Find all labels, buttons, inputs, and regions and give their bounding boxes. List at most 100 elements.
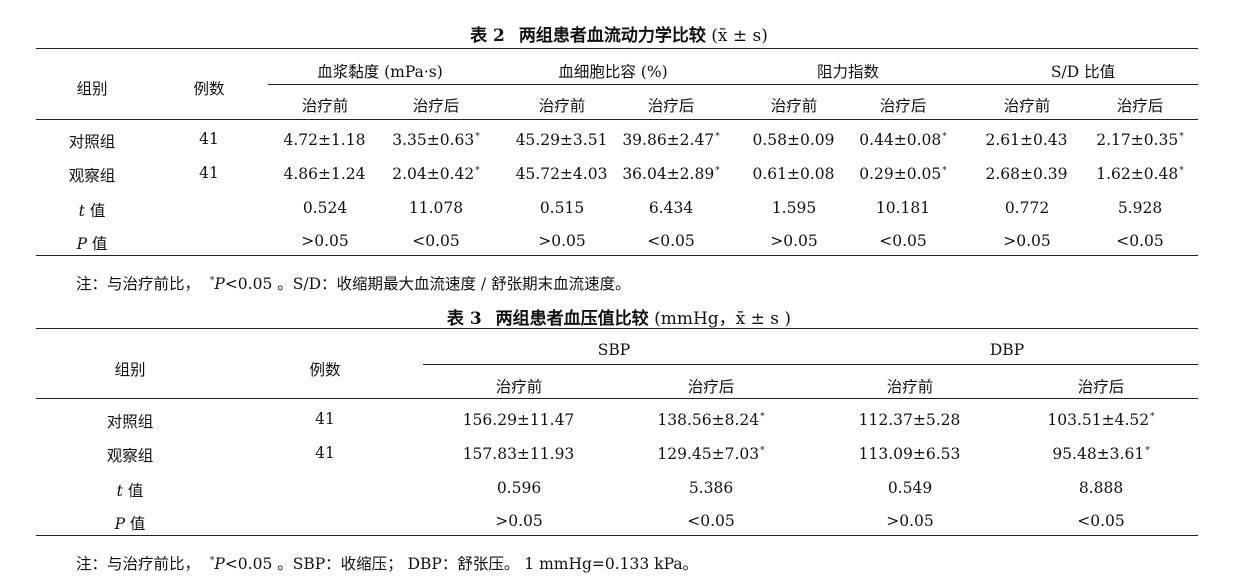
table2-cell: 10.181 (875, 199, 931, 217)
table2-label: 表 2 (470, 26, 505, 46)
table3-row-name: 对照组 (106, 413, 154, 431)
table2-cell: <0.05 (1116, 232, 1164, 250)
table2-cell: 0.29±0.05* (859, 165, 947, 183)
table3-col-group-1: DBP (989, 341, 1025, 359)
table2-col-group-2: 阻力指数 (816, 63, 880, 81)
table3-cell: 5.386 (688, 479, 734, 497)
table3-top-rule (36, 328, 1198, 329)
table2-cell: 2.68±0.39 (985, 165, 1068, 183)
table3-title: 两组患者血压值比较 (495, 309, 649, 329)
table3-sub-header: 治疗前 (886, 378, 934, 396)
table2-cell: 0.772 (1004, 199, 1050, 217)
table2-sub-header: 治疗后 (647, 97, 695, 115)
table2-bottom-rule (36, 255, 1198, 256)
table3-col-group-0: SBP (597, 341, 631, 359)
table2-caption: 表 2 两组患者血流动力学比较 (x̄ ± s) (0, 21, 1238, 46)
table2-row-name: 观察组 (68, 167, 116, 185)
table2-cell: 1.62±0.48* (1096, 165, 1184, 183)
table3-cell: <0.05 (1077, 512, 1125, 530)
table2-cell: 3.35±0.63* (392, 131, 480, 149)
table3-header-rule (36, 398, 1198, 399)
table2-sub-header: 治疗后 (879, 97, 927, 115)
table2-cell: 0.58±0.09 (752, 131, 835, 149)
table2-cell: >0.05 (538, 232, 586, 250)
table2-title: 两组患者血流动力学比较 (518, 26, 706, 46)
table2-cell: 4.86±1.24 (283, 165, 366, 183)
table2-header-group: 组别 (76, 80, 108, 98)
table3-cell: 156.29±11.47 (462, 411, 575, 429)
table2-cell: <0.05 (879, 232, 927, 250)
table2-cell: 2.61±0.43 (985, 131, 1068, 149)
table2-col-group-1: 血细胞比容 (%) (558, 63, 668, 81)
table3-cell: 95.48±3.61* (1052, 445, 1150, 463)
table2-cell: >0.05 (770, 232, 818, 250)
table2-sub-header: 治疗前 (1003, 97, 1051, 115)
table2-cell: <0.05 (412, 232, 460, 250)
table2-cell: >0.05 (1003, 232, 1051, 250)
table3-cell: 138.56±8.24* (657, 411, 765, 429)
table3-header-count: 例数 (309, 361, 341, 379)
table2-sub-header: 治疗前 (538, 97, 586, 115)
table2-cell: 0.515 (539, 199, 585, 217)
table2-cell: 0.44±0.08* (859, 131, 947, 149)
table2-cell: 2.17±0.35* (1096, 131, 1184, 149)
table2-col-group-3: S/D 比值 (1050, 63, 1116, 81)
table3-label: 表 3 (446, 309, 482, 329)
table3-sub-header: 治疗后 (687, 378, 735, 396)
table3-cell: 113.09±6.53 (858, 445, 961, 463)
table2-cell: 45.29±3.51 (515, 131, 608, 149)
table2-footnote: 注：与治疗前比， *P<0.05 。S/D：收缩期最大血流速度 / 舒张期末血流… (76, 275, 631, 293)
table2-col-group-0: 血浆黏度 (mPa·s) (317, 63, 443, 81)
table2-cell: 0.524 (302, 199, 348, 217)
table3-row-name: 观察组 (106, 447, 154, 465)
table3-cell: 103.51±4.52* (1047, 411, 1155, 429)
table2-cell: 5.928 (1117, 199, 1163, 217)
table2-row-name: 对照组 (68, 133, 116, 151)
table2-row-name: P 值 (76, 235, 108, 253)
table2-header-count: 例数 (193, 80, 225, 98)
table3-header-group: 组别 (114, 361, 146, 379)
table2-cell: 45.72±4.03 (515, 165, 608, 183)
table3-sub-header: 治疗前 (495, 378, 543, 396)
table3-row-count: 41 (315, 444, 335, 462)
table3-row-name: t 值 (116, 482, 144, 500)
table3-group-rule (423, 364, 1198, 365)
table3-cell: 0.596 (496, 479, 542, 497)
table3-unit: (mmHg，x̄ ± s ) (654, 309, 792, 329)
table3-caption: 表 3 两组患者血压值比较 (mmHg，x̄ ± s ) (0, 304, 1238, 329)
table2-sub-header: 治疗后 (412, 97, 460, 115)
table2-header-rule (36, 119, 1198, 120)
table2-cell: 6.434 (648, 199, 694, 217)
table2-cell: 39.86±2.47* (622, 131, 720, 149)
table2-group-rule (268, 84, 1198, 85)
table2-top-rule (36, 48, 1198, 49)
table2-sub-header: 治疗前 (770, 97, 818, 115)
table3-cell: 157.83±11.93 (462, 445, 575, 463)
table2-unit: (x̄ ± s) (711, 26, 768, 46)
table3-bottom-rule (36, 535, 1198, 536)
table2-sub-header: 治疗后 (1116, 97, 1164, 115)
table2-cell: >0.05 (301, 232, 349, 250)
table3-sub-header: 治疗后 (1077, 378, 1125, 396)
table3-cell: <0.05 (687, 512, 735, 530)
table3-cell: 129.45±7.03* (657, 445, 765, 463)
table2-cell: 2.04±0.42* (392, 165, 480, 183)
table2-row-count: 41 (199, 130, 219, 148)
table3-row-count: 41 (315, 410, 335, 428)
table2-cell: <0.05 (647, 232, 695, 250)
table3-cell: >0.05 (886, 512, 934, 530)
table2-cell: 0.61±0.08 (752, 165, 835, 183)
table3-footnote: 注：与治疗前比， *P<0.05 。SBP：收缩压； DBP：舒张压。 1 mm… (76, 555, 699, 573)
table2-row-name: t 值 (78, 202, 106, 220)
table3-cell: 112.37±5.28 (858, 411, 961, 429)
table2-cell: 4.72±1.18 (283, 131, 366, 149)
table2-cell: 11.078 (408, 199, 464, 217)
table2-cell: 36.04±2.89* (622, 165, 720, 183)
table3-row-name: P 值 (114, 515, 146, 533)
table3-cell: 0.549 (887, 479, 933, 497)
table2-row-count: 41 (199, 164, 219, 182)
table2-sub-header: 治疗前 (301, 97, 349, 115)
table3-cell: 8.888 (1078, 479, 1124, 497)
table3-cell: >0.05 (495, 512, 543, 530)
table2-cell: 1.595 (771, 199, 817, 217)
